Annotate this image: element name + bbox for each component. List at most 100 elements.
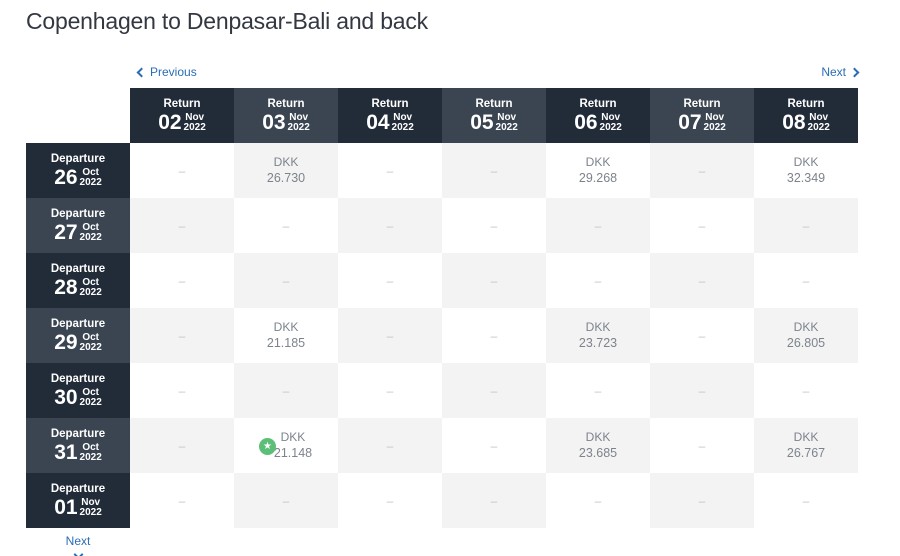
price-cell[interactable]: DKK 23.685 — [546, 418, 650, 473]
price-cell[interactable]: DKK 29.268 — [546, 143, 650, 198]
price-cell[interactable]: – — [338, 363, 442, 418]
return-month: Nov — [393, 111, 413, 123]
price-cell[interactable]: – — [130, 308, 234, 363]
departure-month-year: Oct 2022 — [80, 387, 102, 408]
return-date-header[interactable]: Return 06 Nov 2022 — [546, 88, 650, 143]
price-currency: DKK — [585, 430, 611, 444]
no-price-dash: – — [698, 438, 706, 453]
price-cell[interactable]: ★ DKK 21.148 — [234, 418, 338, 473]
price-cell[interactable]: DKK 26.805 — [754, 308, 858, 363]
price-value: 23.685 — [578, 446, 618, 460]
no-price-dash: – — [490, 163, 498, 178]
price-cell[interactable]: – — [442, 253, 546, 308]
price-value: 29.268 — [578, 171, 618, 185]
next-return-button[interactable]: Next — [821, 65, 860, 79]
departure-year: 2022 — [79, 506, 102, 518]
price-cell[interactable]: – — [130, 143, 234, 198]
departure-month-year: Oct 2022 — [80, 221, 102, 243]
price-cell[interactable]: – — [546, 253, 650, 308]
price-cell[interactable]: DKK 26.730 — [234, 143, 338, 198]
return-month-year: Nov 2022 — [808, 112, 830, 133]
price-currency: DKK — [273, 320, 299, 334]
return-date-header[interactable]: Return 07 Nov 2022 — [650, 88, 754, 143]
previous-return-button[interactable]: Previous — [136, 65, 197, 79]
price-cell[interactable]: – — [754, 253, 858, 308]
departure-date-header[interactable]: Departure 28 Oct 2022 — [26, 253, 130, 308]
price-cell[interactable]: – — [546, 473, 650, 528]
price-cell[interactable]: – — [234, 473, 338, 528]
departure-year: 2022 — [79, 451, 102, 463]
return-date-header[interactable]: Return 02 Nov 2022 — [130, 88, 234, 143]
price-cell[interactable]: – — [754, 363, 858, 418]
departure-date-header[interactable]: Departure 26 Oct 2022 — [26, 143, 130, 198]
price-cell[interactable]: – — [754, 198, 858, 253]
price-cell[interactable]: – — [650, 363, 754, 418]
price-cell[interactable]: – — [234, 363, 338, 418]
price-cell[interactable]: – — [546, 198, 650, 253]
departure-date-header[interactable]: Departure 30 Oct 2022 — [26, 363, 130, 418]
departure-date: 28 Oct 2022 — [54, 276, 102, 299]
price-cell[interactable]: – — [650, 143, 754, 198]
return-date-header[interactable]: Return 08 Nov 2022 — [754, 88, 858, 143]
price-cell[interactable]: – — [338, 143, 442, 198]
price-cell[interactable]: – — [338, 308, 442, 363]
price-cell[interactable]: – — [338, 473, 442, 528]
departure-date-header[interactable]: Departure 27 Oct 2022 — [26, 198, 130, 253]
price-cell[interactable]: – — [754, 473, 858, 528]
return-year: 2022 — [703, 121, 726, 133]
price-cell[interactable]: – — [650, 253, 754, 308]
price-cell[interactable]: – — [130, 363, 234, 418]
departure-date-header[interactable]: Departure 01 Nov 2022 — [26, 473, 130, 528]
no-price-dash: – — [490, 493, 498, 508]
page-title: Copenhagen to Denpasar-Bali and back — [26, 8, 428, 34]
price-cell[interactable]: – — [130, 198, 234, 253]
price-cell[interactable]: – — [338, 253, 442, 308]
price-cell[interactable]: – — [442, 308, 546, 363]
return-date-header[interactable]: Return 03 Nov 2022 — [234, 88, 338, 143]
price-cell[interactable]: – — [234, 198, 338, 253]
price-cell[interactable]: – — [130, 418, 234, 473]
chevron-right-icon — [849, 67, 860, 77]
price-cell[interactable]: – — [442, 363, 546, 418]
departure-year: 2022 — [79, 176, 102, 188]
price-cell[interactable]: – — [650, 473, 754, 528]
price-cell[interactable]: DKK 21.185 — [234, 308, 338, 363]
price-cell[interactable]: – — [650, 308, 754, 363]
price-cell[interactable]: DKK 26.767 — [754, 418, 858, 473]
departure-date: 27 Oct 2022 — [54, 221, 102, 244]
price-cell[interactable]: – — [442, 473, 546, 528]
price-cell[interactable]: – — [442, 418, 546, 473]
price-cell[interactable]: – — [650, 198, 754, 253]
price-value: 23.723 — [578, 336, 618, 350]
price-cell[interactable]: – — [130, 473, 234, 528]
price-cell[interactable]: – — [130, 253, 234, 308]
price-value: 26.805 — [786, 336, 826, 350]
return-month: Nov — [289, 111, 309, 123]
price-cell[interactable]: – — [338, 418, 442, 473]
departure-date-header[interactable]: Departure 29 Oct 2022 — [26, 308, 130, 363]
no-price-dash: – — [282, 218, 290, 233]
price-cell[interactable]: – — [442, 198, 546, 253]
departure-day: 31 — [54, 440, 78, 464]
departure-month: Oct — [82, 221, 99, 233]
departure-date-header[interactable]: Departure 31 Oct 2022 — [26, 418, 130, 473]
price-cell[interactable]: – — [234, 253, 338, 308]
return-month: Nov — [185, 111, 205, 123]
price-cell[interactable]: DKK 32.349 — [754, 143, 858, 198]
next-departure-button[interactable]: Next — [26, 534, 130, 556]
departure-day: 30 — [54, 385, 78, 409]
price-cell[interactable]: – — [338, 198, 442, 253]
return-date-header[interactable]: Return 05 Nov 2022 — [442, 88, 546, 143]
return-date-header[interactable]: Return 04 Nov 2022 — [338, 88, 442, 143]
no-price-dash: – — [698, 383, 706, 398]
return-date: 04 Nov 2022 — [366, 111, 414, 134]
no-price-dash: – — [386, 163, 394, 178]
price-cell[interactable]: – — [546, 363, 650, 418]
matrix-corner — [26, 88, 130, 143]
price-cell[interactable]: – — [650, 418, 754, 473]
price-cell[interactable]: – — [442, 143, 546, 198]
price-currency: DKK — [793, 320, 819, 334]
price-value: 21.148 — [273, 446, 313, 460]
price-cell[interactable]: DKK 23.723 — [546, 308, 650, 363]
price-currency: DKK — [280, 430, 306, 444]
